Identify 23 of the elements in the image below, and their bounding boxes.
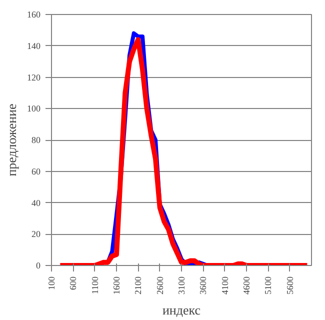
x-tick-label: 1600 (112, 276, 122, 294)
x-tick-label: 1100 (90, 276, 100, 294)
x-tick-label: 5100 (263, 276, 274, 294)
y-tick-label: 160 (27, 10, 41, 20)
x-tick-label: 3600 (198, 276, 208, 294)
y-axis-title: предложение (4, 103, 19, 176)
x-axis-title: индекс (162, 302, 201, 318)
x-tick-label: 4100 (220, 276, 230, 294)
x-tick-label: 600 (68, 276, 78, 290)
y-tick-label: 80 (32, 135, 41, 145)
x-tick-label: 3100 (176, 276, 186, 294)
y-tick-label: 120 (27, 72, 41, 82)
x-tick-label: 2100 (133, 276, 144, 294)
y-tick-label: 100 (27, 104, 41, 114)
x-tick-label: 2600 (154, 276, 165, 294)
x-tick-label: 5600 (284, 276, 295, 294)
x-tick-label: 100 (46, 276, 56, 290)
y-tick-label: 0 (36, 260, 41, 270)
y-tick-label: 140 (27, 40, 41, 51)
y-tick-label: 40 (32, 198, 41, 208)
y-tick-label: 60 (32, 166, 41, 176)
y-tick-label: 20 (32, 229, 41, 240)
x-tick-label: 4600 (242, 276, 252, 294)
